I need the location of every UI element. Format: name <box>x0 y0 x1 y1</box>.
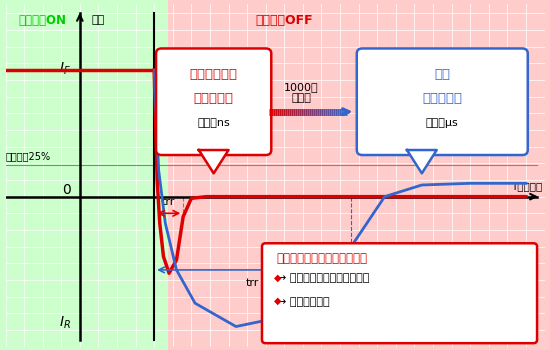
Text: 整流: 整流 <box>434 69 450 82</box>
Text: スイッチング: スイッチング <box>190 69 238 82</box>
FancyBboxPatch shape <box>156 48 271 155</box>
Text: 1000倍
の差！: 1000倍 の差！ <box>284 82 318 103</box>
Text: ◆: ◆ <box>274 273 282 282</box>
Text: $I_R$: $I_R$ <box>59 315 70 331</box>
Text: → 面積（消費電力）が小さい: → 面積（消費電力）が小さい <box>277 273 369 283</box>
Text: → 発熱が少ない: → 発熱が少ない <box>277 296 329 307</box>
Text: ピークの25%: ピークの25% <box>6 151 51 161</box>
Text: trr: trr <box>246 278 260 288</box>
Text: 0: 0 <box>62 183 70 197</box>
Text: $I_F$: $I_F$ <box>59 60 70 77</box>
Text: ダイオード: ダイオード <box>422 92 463 105</box>
Text: ダイオード: ダイオード <box>194 92 234 105</box>
Polygon shape <box>199 150 229 173</box>
Text: スイッチングスピードが速い: スイッチングスピードが速い <box>277 252 368 265</box>
Text: 単位：μs: 単位：μs <box>426 118 459 128</box>
FancyBboxPatch shape <box>357 48 528 155</box>
Text: 電流: 電流 <box>92 15 105 25</box>
Text: T（時間）: T（時間） <box>512 182 543 192</box>
Text: trr: trr <box>162 197 175 206</box>
Text: 単位：ns: 単位：ns <box>197 118 230 128</box>
Text: スイッチON: スイッチON <box>19 14 67 27</box>
Text: スイッチOFF: スイッチOFF <box>256 14 313 27</box>
Polygon shape <box>407 150 437 173</box>
FancyBboxPatch shape <box>262 243 537 343</box>
Text: ◆: ◆ <box>274 296 282 306</box>
